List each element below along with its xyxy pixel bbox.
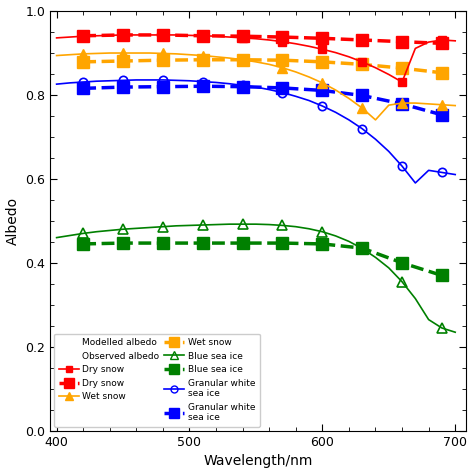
X-axis label: Wavelength/nm: Wavelength/nm (203, 455, 312, 468)
Legend: Modelled albedo, Observed albedo, Dry snow, Dry snow, Wet snow, Wet snow, Blue s: Modelled albedo, Observed albedo, Dry sn… (55, 334, 260, 427)
Y-axis label: Albedo: Albedo (6, 197, 19, 245)
